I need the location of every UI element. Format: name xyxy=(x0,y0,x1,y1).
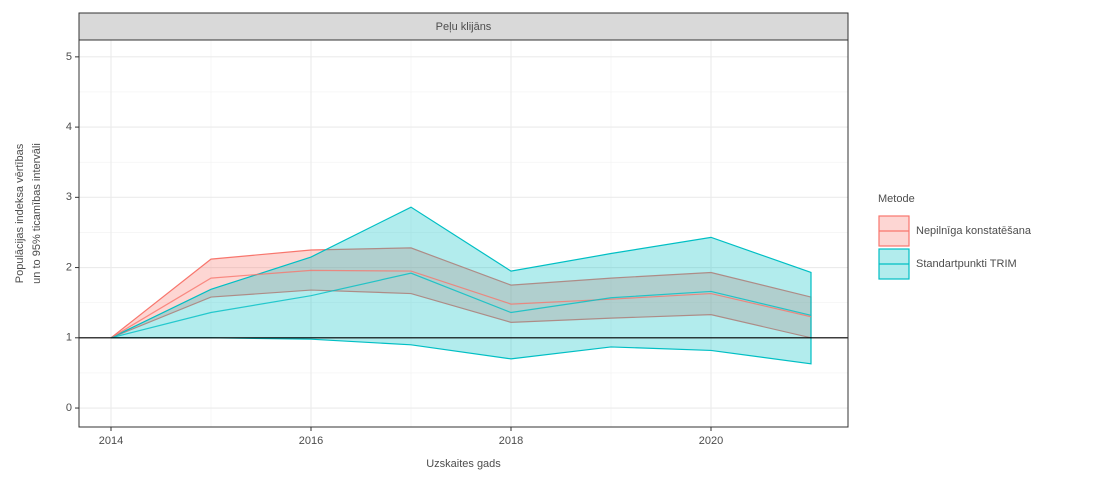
y-tick-label: 3 xyxy=(66,191,72,203)
y-axis-title: un to 95% ticamības intervāli xyxy=(31,143,43,284)
ribbon xyxy=(110,206,812,365)
x-axis-title: Uzskaites gads xyxy=(426,458,501,470)
y-axis-title: Populācijas indeksa vērtības xyxy=(14,143,26,283)
y-tick-label: 5 xyxy=(66,51,72,63)
facet-strip xyxy=(78,12,849,41)
x-tick-label: 2020 xyxy=(699,435,723,447)
legend-label: Nepilnīga konstatēšana xyxy=(916,225,1032,237)
facet-label: Peļu klijāns xyxy=(436,21,492,33)
legend-label: Standartpunkti TRIM xyxy=(916,258,1017,270)
x-tick-label: 2018 xyxy=(499,435,523,447)
line xyxy=(110,269,812,339)
line xyxy=(110,272,812,339)
legend-title: Metode xyxy=(878,193,915,205)
y-tick-label: 4 xyxy=(66,121,72,133)
panel xyxy=(79,40,848,427)
x-tick-label: 2014 xyxy=(99,435,123,447)
y-tick-label: 1 xyxy=(66,332,72,344)
y-tick-label: 0 xyxy=(66,402,72,414)
panel-border xyxy=(78,39,849,428)
y-tick-label: 2 xyxy=(66,261,72,273)
x-tick-label: 2016 xyxy=(299,435,323,447)
